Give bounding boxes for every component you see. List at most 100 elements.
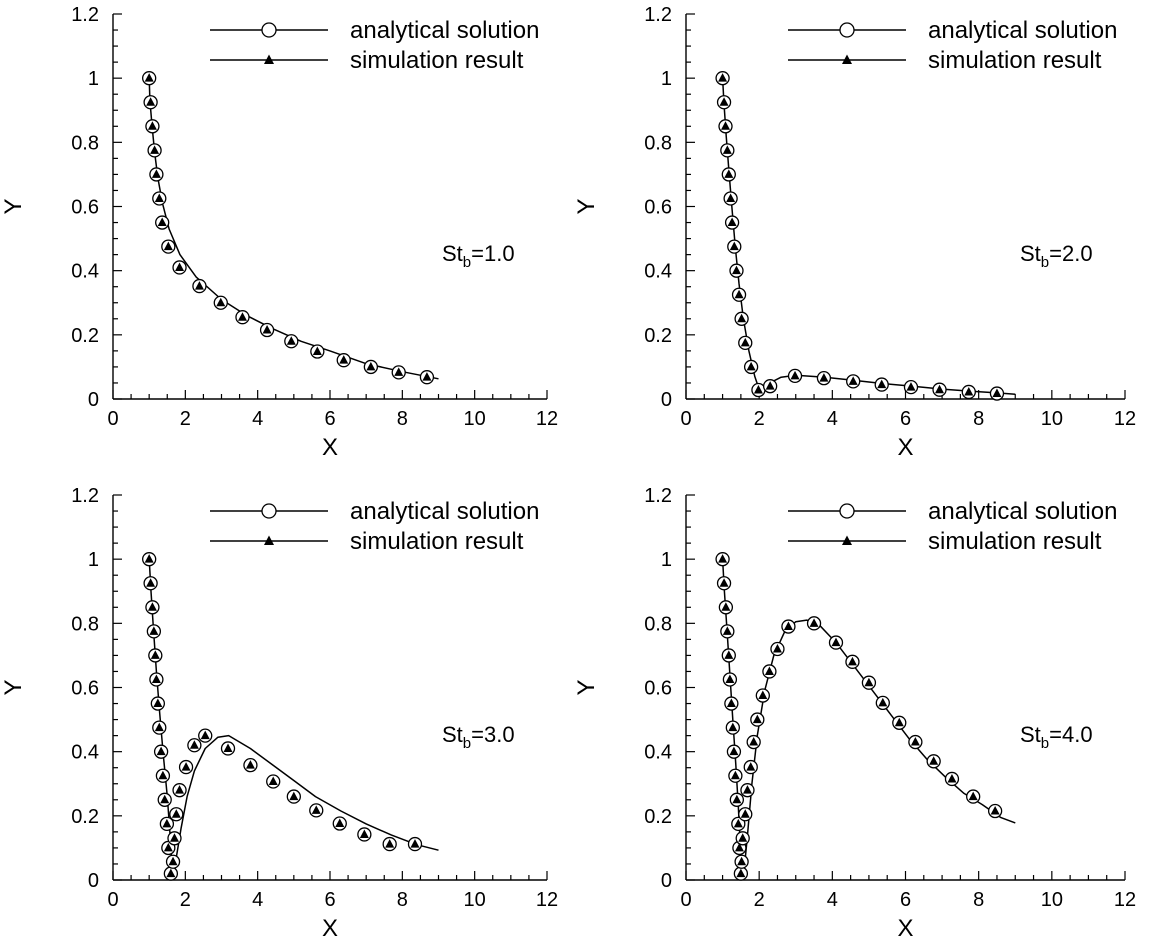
simulation-point: [163, 842, 173, 852]
simulation-point: [729, 746, 739, 756]
y-axis-label: Y: [0, 679, 27, 695]
simulation-point: [729, 241, 739, 251]
legend-analytical-marker: [839, 503, 855, 519]
legend-simulation-label: simulation result: [928, 528, 1102, 555]
simulation-point: [731, 265, 741, 275]
simulation-point: [147, 602, 157, 611]
simulation-point: [725, 674, 735, 683]
y-tick-label: 0: [661, 389, 672, 411]
simulation-point: [719, 97, 729, 106]
simulation-point: [906, 382, 916, 391]
simulation-point: [194, 281, 204, 290]
simulation-point: [847, 656, 857, 666]
y-tick-label: 0.8: [644, 613, 672, 635]
simulation-point: [157, 217, 167, 227]
simulation-point: [245, 760, 255, 769]
simulation-point: [175, 262, 185, 271]
y-tick-label: 1.2: [71, 4, 99, 26]
simulation-point: [237, 312, 247, 321]
simulation-point: [758, 690, 768, 700]
simulation-point: [394, 367, 404, 376]
simulation-point: [783, 621, 793, 631]
simulation-point: [154, 193, 164, 202]
simulation-point: [154, 722, 164, 732]
simulation-point: [151, 169, 161, 178]
y-tick-label: 0.2: [644, 806, 672, 828]
simulation-point: [262, 325, 272, 334]
simulation-point: [935, 384, 945, 394]
simulation-point: [724, 650, 734, 659]
y-tick-label: 1.2: [71, 485, 99, 507]
x-tick-label: 12: [1114, 408, 1136, 430]
simulation-point: [964, 386, 974, 396]
stokes-number-annotation: Stb=2.0: [1020, 241, 1093, 271]
simulation-point: [150, 145, 160, 154]
simulation-point: [722, 145, 732, 154]
simulation-point: [163, 241, 173, 251]
y-tick-label: 0: [88, 870, 99, 892]
simulation-point: [718, 554, 728, 563]
simulation-point: [737, 313, 747, 323]
x-tick-label: 10: [1041, 889, 1063, 911]
simulation-point: [189, 740, 199, 749]
simulation-point: [268, 776, 278, 786]
legend-analytical-marker: [839, 22, 855, 38]
x-tick-label: 4: [827, 889, 838, 911]
simulation-point: [819, 373, 829, 382]
simulation-point: [200, 730, 210, 740]
simulation-point: [171, 809, 181, 818]
x-tick-label: 8: [397, 889, 408, 911]
analytical-curve-line: [721, 559, 1016, 875]
simulation-point: [726, 193, 736, 202]
simulation-point: [718, 73, 728, 82]
legend-simulation-marker: [264, 535, 274, 545]
legend-simulation-label: simulation result: [928, 47, 1102, 74]
legend-analytical-label: analytical solution: [928, 17, 1117, 44]
simulation-point: [753, 385, 763, 394]
x-tick-label: 6: [324, 889, 335, 911]
simulation-point: [286, 336, 296, 345]
simulation-point: [929, 756, 939, 765]
simulation-point: [422, 372, 432, 381]
y-tick-label: 1: [661, 549, 672, 571]
x-axis-label: X: [322, 434, 338, 461]
simulation-point: [740, 337, 750, 347]
simulation-point: [162, 818, 172, 828]
x-tick-label: 2: [754, 889, 765, 911]
legend-analytical-label: analytical solution: [350, 498, 539, 525]
y-tick-label: 0: [88, 389, 99, 411]
simulation-point: [151, 674, 161, 683]
x-tick-label: 2: [180, 889, 191, 911]
x-tick-label: 4: [252, 408, 263, 430]
y-tick-label: 1.2: [644, 485, 672, 507]
legend-analytical-marker: [261, 503, 277, 519]
x-tick-label: 0: [680, 889, 691, 911]
simulation-point: [752, 714, 762, 724]
x-tick-label: 2: [754, 408, 765, 430]
legend-analytical-marker: [261, 22, 277, 38]
y-tick-label: 0.2: [71, 325, 99, 347]
simulation-point: [158, 770, 168, 780]
x-tick-label: 6: [324, 408, 335, 430]
simulation-point: [910, 737, 920, 746]
y-tick-label: 1: [661, 68, 672, 90]
simulation-point: [147, 121, 157, 130]
stokes-number-annotation: Stb=3.0: [442, 722, 515, 752]
x-axis-label: X: [897, 915, 913, 942]
x-tick-label: 8: [973, 408, 984, 430]
simulation-point: [734, 289, 744, 299]
x-tick-label: 0: [680, 408, 691, 430]
simulation-point: [746, 762, 756, 771]
x-tick-label: 0: [107, 408, 118, 430]
simulation-point: [809, 618, 819, 627]
simulation-point: [878, 697, 888, 707]
analytical-curve-line: [721, 78, 1016, 395]
simulation-point: [738, 833, 748, 842]
legend-simulation-marker: [264, 54, 274, 64]
y-tick-label: 1: [88, 68, 99, 90]
x-tick-label: 8: [973, 889, 984, 911]
simulation-point: [734, 842, 744, 852]
y-tick-label: 1.2: [644, 4, 672, 26]
